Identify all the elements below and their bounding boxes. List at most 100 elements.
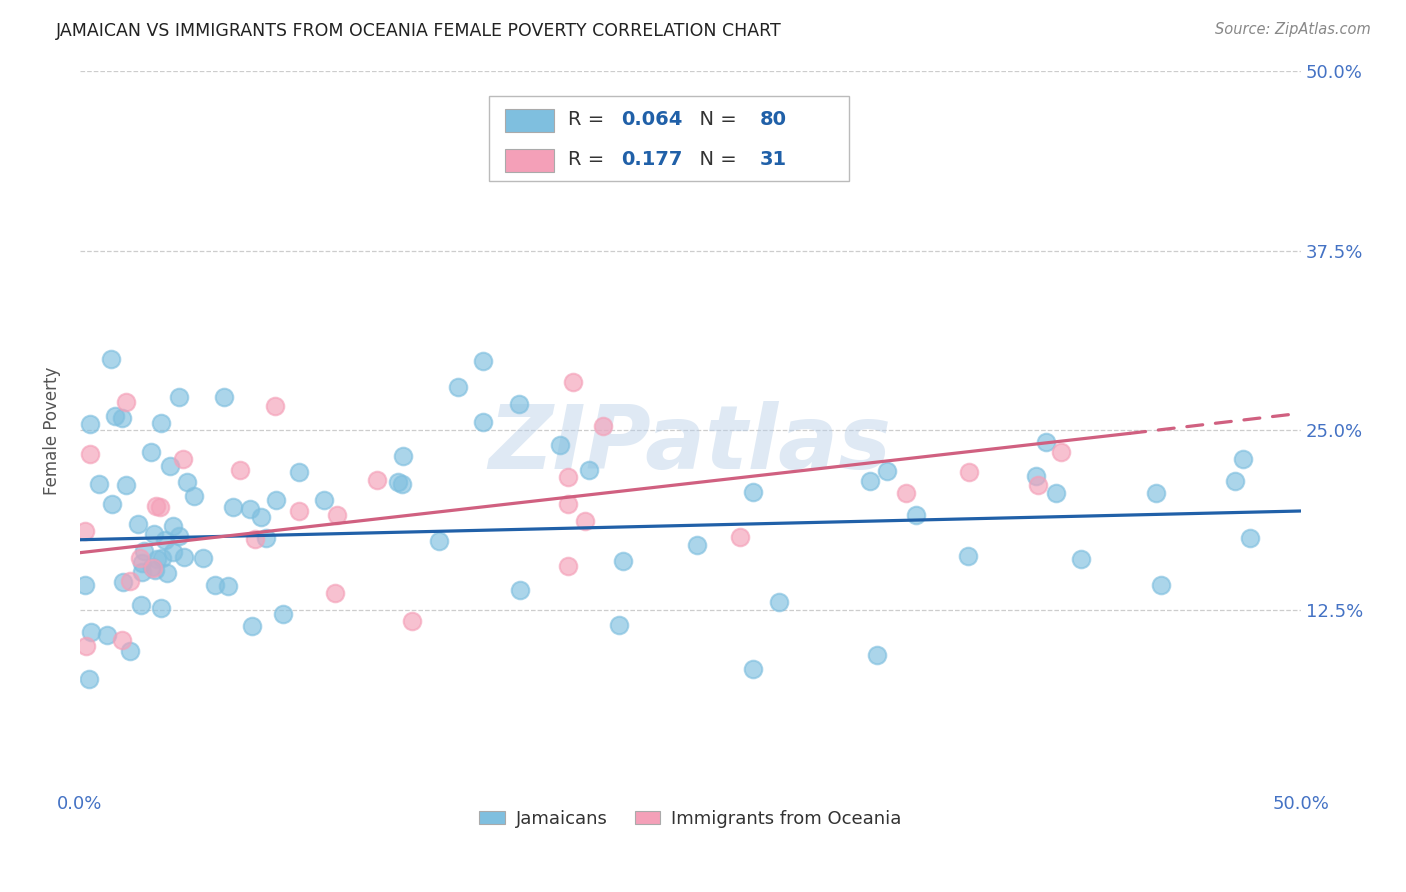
Point	[134, 544, 156, 558]
Point	[391, 449, 413, 463]
Point	[79, 625, 101, 640]
Point	[447, 380, 470, 394]
Point	[508, 397, 530, 411]
FancyBboxPatch shape	[505, 109, 554, 132]
Point	[173, 549, 195, 564]
Point	[100, 351, 122, 366]
Point	[1232, 451, 1254, 466]
Point	[1070, 552, 1092, 566]
Point	[167, 390, 190, 404]
Point	[131, 566, 153, 580]
Point	[153, 533, 176, 547]
Point	[1239, 531, 1261, 545]
Text: R =: R =	[568, 110, 610, 128]
Point	[142, 527, 165, 541]
Point	[120, 643, 142, 657]
Point	[146, 552, 169, 566]
Point	[1150, 578, 1173, 592]
Point	[592, 418, 614, 433]
Point	[1050, 445, 1073, 459]
Point	[141, 445, 163, 459]
Point	[593, 157, 616, 171]
Point	[96, 628, 118, 642]
Point	[1025, 469, 1047, 483]
Point	[75, 639, 97, 653]
Legend: Jamaicans, Immigrants from Oceania: Jamaicans, Immigrants from Oceania	[472, 803, 908, 835]
Text: 0.177: 0.177	[620, 150, 682, 169]
Point	[169, 529, 191, 543]
Point	[1223, 474, 1246, 488]
Text: 31: 31	[759, 150, 787, 169]
Point	[217, 579, 239, 593]
Point	[1026, 478, 1049, 492]
Point	[742, 662, 765, 676]
Point	[204, 578, 226, 592]
Point	[896, 486, 918, 500]
Point	[191, 550, 214, 565]
Point	[143, 563, 166, 577]
Point	[212, 391, 235, 405]
Point	[101, 497, 124, 511]
Point	[557, 469, 579, 483]
Point	[768, 595, 790, 609]
Point	[1144, 486, 1167, 500]
Point	[254, 531, 277, 545]
Point	[859, 474, 882, 488]
Point	[111, 632, 134, 647]
Point	[111, 411, 134, 425]
Text: R =: R =	[568, 150, 610, 169]
Point	[87, 477, 110, 491]
Point	[115, 395, 138, 409]
Point	[159, 459, 181, 474]
Point	[287, 504, 309, 518]
Point	[905, 508, 928, 522]
Point	[314, 493, 336, 508]
Point	[112, 574, 135, 589]
Point	[142, 561, 165, 575]
Point	[1035, 435, 1057, 450]
Point	[77, 672, 100, 686]
Point	[574, 515, 596, 529]
Point	[266, 493, 288, 508]
Point	[957, 465, 980, 479]
Text: N =: N =	[686, 150, 742, 169]
Point	[561, 376, 583, 390]
Point	[229, 463, 252, 477]
Point	[427, 534, 450, 549]
Point	[612, 554, 634, 568]
Point	[239, 501, 262, 516]
Point	[387, 475, 409, 490]
Point	[728, 530, 751, 544]
Point	[607, 618, 630, 632]
Point	[245, 533, 267, 547]
Point	[323, 586, 346, 600]
Point	[578, 463, 600, 477]
Point	[221, 500, 243, 514]
Point	[79, 417, 101, 432]
Point	[162, 519, 184, 533]
FancyBboxPatch shape	[505, 150, 554, 172]
Point	[172, 452, 194, 467]
Point	[686, 538, 709, 552]
Point	[149, 500, 172, 514]
Point	[183, 489, 205, 503]
Point	[73, 578, 96, 592]
Point	[742, 485, 765, 500]
Point	[176, 475, 198, 489]
Point	[129, 551, 152, 566]
Point	[391, 476, 413, 491]
Point	[366, 473, 388, 487]
Point	[471, 354, 494, 368]
Point	[557, 497, 579, 511]
Point	[1045, 486, 1067, 500]
Point	[79, 447, 101, 461]
Point	[156, 566, 179, 580]
Point	[548, 438, 571, 452]
Point	[271, 607, 294, 622]
Point	[263, 399, 285, 413]
Point	[149, 601, 172, 615]
Point	[287, 466, 309, 480]
Point	[956, 549, 979, 563]
Text: 80: 80	[759, 110, 787, 128]
Text: N =: N =	[686, 110, 742, 128]
